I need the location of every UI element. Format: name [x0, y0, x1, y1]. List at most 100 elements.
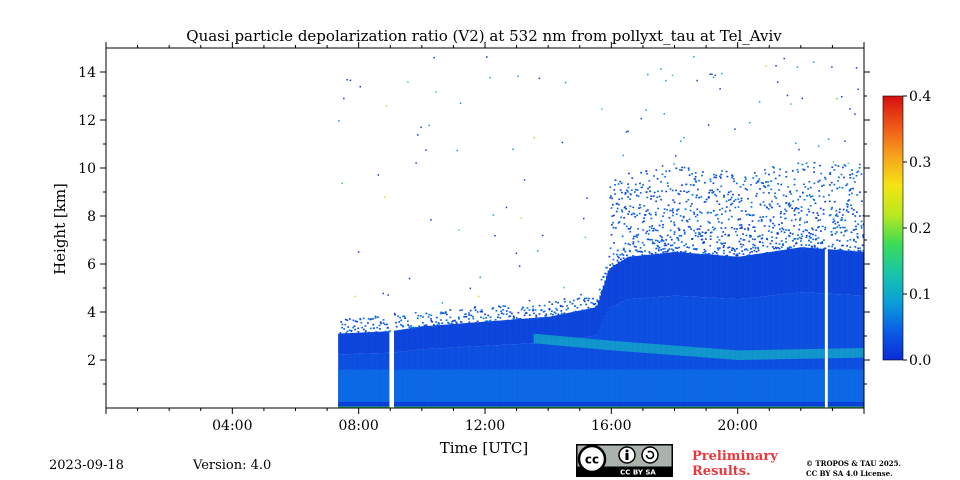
- heatmap-column: [605, 266, 609, 408]
- heatmap-cell: [730, 402, 733, 408]
- heatmap-cell: [616, 253, 618, 256]
- heatmap-cell: [681, 346, 684, 356]
- heatmap-cell: [540, 402, 543, 408]
- heatmap-cell: [482, 317, 485, 320]
- heatmap-cell: [661, 369, 664, 402]
- heatmap-cell: [758, 253, 761, 297]
- heatmap-cell: [490, 406, 493, 408]
- heatmap-cell: [720, 173, 723, 176]
- heatmap-column: [564, 81, 569, 408]
- heatmap-cell: [726, 175, 729, 178]
- heatmap-cell: [481, 310, 484, 313]
- heatmap-column: [624, 191, 628, 408]
- heatmap-column: [551, 311, 556, 408]
- heatmap-cell: [498, 305, 500, 308]
- heatmap-column: [714, 74, 719, 408]
- heatmap-cell: [439, 312, 442, 315]
- heatmap-cell: [669, 188, 672, 190]
- heatmap-cell: [561, 369, 564, 402]
- heatmap-cell: [662, 223, 664, 226]
- heatmap-cell: [855, 402, 858, 408]
- heatmap-cell: [604, 340, 607, 350]
- heatmap-cell: [561, 314, 564, 341]
- heatmap-cell: [760, 349, 763, 360]
- heatmap-column: [474, 309, 477, 408]
- heatmap-cell: [672, 211, 675, 214]
- heatmap-cell: [850, 348, 853, 358]
- heatmap-cell: [795, 247, 798, 250]
- heatmap-cell: [665, 344, 668, 355]
- heatmap-cell: [525, 406, 528, 408]
- heatmap-cell: [716, 255, 719, 298]
- heatmap-cell: [584, 309, 587, 338]
- heatmap-cell: [791, 248, 794, 294]
- heatmap-cell: [834, 222, 837, 225]
- heatmap-column: [840, 95, 844, 408]
- heatmap-cell: [763, 204, 766, 207]
- heatmap-cell: [733, 228, 736, 230]
- heatmap-cell: [657, 253, 660, 256]
- cc-by-sa-license-badge: cc CC BY SA: [576, 444, 673, 477]
- heatmap-cell: [829, 214, 832, 216]
- heatmap-cell: [683, 166, 686, 169]
- heatmap-cell: [811, 369, 814, 402]
- heatmap-cell: [339, 402, 342, 408]
- heatmap-cell: [614, 406, 617, 408]
- heatmap-cell: [744, 210, 747, 212]
- heatmap-cell: [582, 217, 585, 220]
- heatmap-cell: [660, 253, 663, 297]
- heatmap-cell: [455, 322, 458, 324]
- heatmap-cell: [383, 323, 386, 326]
- heatmap-cell: [780, 246, 783, 248]
- heatmap-cell: [523, 309, 526, 312]
- heatmap-cell: [691, 202, 693, 205]
- heatmap-cell: [801, 369, 804, 402]
- heatmap-cell: [530, 406, 533, 408]
- heatmap-cell: [599, 406, 602, 408]
- heatmap-cell: [398, 321, 401, 323]
- heatmap-cell: [788, 249, 791, 294]
- heatmap-column: [382, 292, 386, 408]
- heatmap-cell: [586, 309, 589, 337]
- heatmap-cell: [536, 317, 539, 343]
- heatmap-cell: [446, 369, 449, 402]
- heatmap-cell: [844, 348, 847, 358]
- heatmap-cell: [630, 369, 633, 402]
- heatmap-cell: [670, 345, 673, 355]
- heatmap-cell: [569, 337, 572, 347]
- heatmap-column: [852, 181, 857, 408]
- heatmap-cell: [755, 406, 758, 408]
- heatmap-cell: [844, 250, 847, 295]
- heatmap-cell: [829, 249, 832, 294]
- heatmap-cell: [827, 138, 830, 140]
- heatmap-cell: [806, 349, 809, 359]
- heatmap-cell: [500, 310, 503, 312]
- heatmap-cell: [682, 216, 685, 219]
- heatmap-cell: [836, 348, 839, 359]
- heatmap-cell: [770, 200, 773, 203]
- heatmap-cell: [671, 252, 674, 296]
- heatmap-cell: [540, 317, 543, 343]
- heatmap-cell: [638, 402, 641, 408]
- heatmap-cell: [621, 210, 624, 213]
- heatmap-cell: [770, 188, 773, 191]
- heatmap-cell: [850, 207, 853, 210]
- heatmap-cell: [492, 307, 495, 309]
- heatmap-cell: [466, 369, 469, 402]
- heatmap-cell: [846, 206, 849, 208]
- heatmap-column: [640, 117, 645, 408]
- heatmap-cell: [555, 369, 557, 402]
- heatmap-cell: [523, 369, 526, 402]
- heatmap-column: [717, 175, 721, 408]
- heatmap-cell: [354, 369, 357, 402]
- heatmap-cell: [683, 244, 686, 247]
- heatmap-cell: [762, 406, 765, 408]
- heatmap-cell: [702, 171, 704, 173]
- heatmap-cell: [635, 369, 638, 402]
- heatmap-cell: [399, 323, 402, 326]
- heatmap-cell: [482, 321, 485, 346]
- heatmap-cell: [707, 369, 710, 402]
- heatmap-cell: [836, 226, 839, 228]
- heatmap-cell: [428, 402, 431, 408]
- heatmap-cell: [610, 233, 613, 236]
